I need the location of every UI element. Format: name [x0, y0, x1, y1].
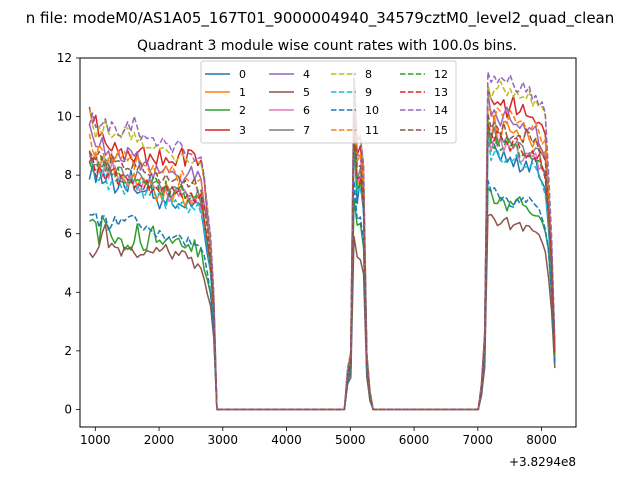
- legend-label-2: 2: [239, 104, 246, 117]
- series-line-13: [88, 123, 556, 411]
- y-tick-label: 10: [57, 110, 72, 124]
- series-line-5: [88, 213, 556, 411]
- legend-label-15: 15: [434, 124, 448, 137]
- y-tick-label: 0: [64, 402, 72, 416]
- legend-label-5: 5: [303, 86, 310, 99]
- figure-suptitle: n file: modeM0/AS1A05_167T01_9000004940_…: [26, 9, 615, 28]
- chart-title: Quadrant 3 module wise count rates with …: [137, 38, 517, 54]
- series-line-14: [88, 71, 556, 411]
- legend-label-12: 12: [434, 68, 448, 81]
- y-tick-label: 2: [64, 344, 72, 358]
- series-line-15: [88, 111, 556, 411]
- legend-label-9: 9: [365, 86, 372, 99]
- x-axis: 1000 2000 3000 4000 5000 6000 7000 8000: [80, 427, 557, 447]
- legend-label-11: 11: [365, 124, 379, 137]
- legend-label-8: 8: [365, 68, 372, 81]
- legend-label-14: 14: [434, 104, 448, 117]
- legend-label-3: 3: [239, 124, 246, 137]
- y-tick-label: 4: [64, 285, 72, 299]
- series-layer: [88, 71, 556, 411]
- legend-label-6: 6: [303, 104, 310, 117]
- x-tick-label: 8000: [526, 433, 557, 447]
- axes-frame: [79, 57, 577, 428]
- y-tick-label: 8: [64, 168, 72, 182]
- legend-label-1: 1: [239, 86, 246, 99]
- legend-label-10: 10: [365, 104, 379, 117]
- legend-frame: [200, 60, 457, 144]
- x-tick-label: 7000: [463, 433, 494, 447]
- legend-label-13: 13: [434, 86, 448, 99]
- y-tick-label: 12: [57, 51, 72, 65]
- y-tick-label: 6: [64, 227, 72, 241]
- x-tick-label: 2000: [144, 433, 175, 447]
- x-tick-label: 6000: [399, 433, 430, 447]
- x-tick-label: 3000: [208, 433, 239, 447]
- x-axis-offset-label: +3.8294e8: [509, 455, 576, 469]
- series-line-10: [89, 179, 556, 411]
- x-tick-label: 1000: [80, 433, 111, 447]
- legend-label-0: 0: [239, 68, 246, 81]
- x-tick-label: 4000: [271, 433, 302, 447]
- x-tick-label: 5000: [335, 433, 366, 447]
- y-axis: 0 2 4 6 8 10 12: [57, 51, 80, 416]
- legend-label-7: 7: [303, 124, 310, 137]
- legend-label-4: 4: [303, 68, 310, 81]
